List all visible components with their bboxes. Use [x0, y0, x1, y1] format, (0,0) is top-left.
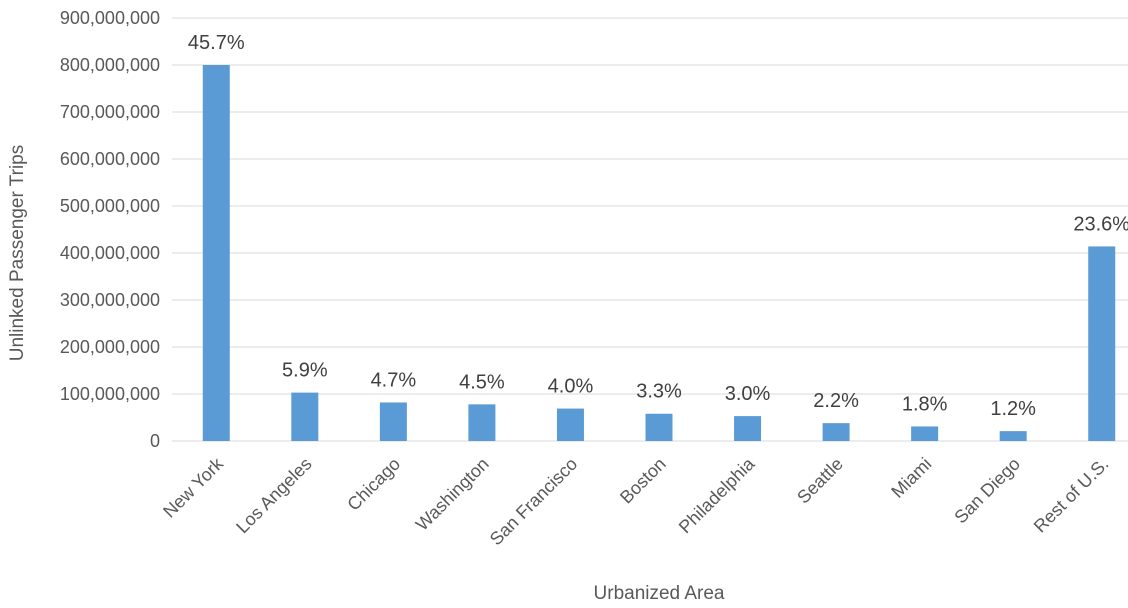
- y-tick-label: 600,000,000: [60, 149, 160, 169]
- bar: [1088, 246, 1116, 441]
- bar: [379, 402, 407, 441]
- data-label: 3.3%: [636, 381, 682, 403]
- data-label: 4.7%: [371, 369, 417, 391]
- bars: [202, 65, 1116, 441]
- x-tick-label: Rest of U.S.: [1030, 454, 1113, 537]
- data-label: 1.2%: [990, 398, 1036, 420]
- x-tick-label: Chicago: [343, 454, 404, 515]
- bar: [822, 423, 850, 441]
- x-tick-label: San Francisco: [486, 454, 582, 550]
- gridlines: [172, 17, 1128, 442]
- y-tick-label: 0: [150, 431, 160, 451]
- bar: [911, 426, 939, 441]
- bar: [202, 65, 230, 441]
- data-labels: 45.7% 5.9% 4.7% 4.5% 4.0% 3.3% 3.0% 2.2% 1.8% 1.2…: [188, 32, 1128, 420]
- x-tick-label: Boston: [616, 454, 670, 508]
- bar: [645, 413, 673, 441]
- x-axis-title: Urbanized Area: [594, 583, 725, 604]
- data-label: 3.0%: [725, 383, 771, 405]
- data-label: 23.6%: [1073, 213, 1128, 235]
- bar: [556, 408, 584, 441]
- y-tick-label: 700,000,000: [60, 102, 160, 122]
- y-tick-label: 400,000,000: [60, 243, 160, 263]
- y-axis-title: Unlinked Passenger Trips: [7, 145, 28, 362]
- y-tick-label: 500,000,000: [60, 196, 160, 216]
- x-axis-tick-labels: New York Los Angeles Chicago WashingtonSan …: [159, 453, 1112, 549]
- x-tick-label: Philadelphia: [675, 453, 759, 537]
- data-label: 2.2%: [813, 390, 859, 412]
- x-tick-label: Miami: [887, 454, 935, 502]
- y-tick-label: 300,000,000: [60, 290, 160, 310]
- bar: [999, 431, 1027, 441]
- bar: [291, 392, 319, 441]
- data-label: 1.8%: [902, 393, 948, 415]
- y-tick-label: 900,000,000: [60, 8, 160, 28]
- data-label: 5.9%: [282, 360, 328, 382]
- x-tick-label: Seattle: [793, 454, 847, 508]
- bar: [468, 404, 496, 441]
- x-tick-label: Washington: [412, 454, 493, 535]
- x-tick-label: Los Angeles: [232, 454, 315, 537]
- data-label: 45.7%: [188, 32, 245, 54]
- y-tick-label: 200,000,000: [60, 337, 160, 357]
- y-tick-label: 100,000,000: [60, 384, 160, 404]
- y-tick-label: 800,000,000: [60, 55, 160, 75]
- x-tick-label: New York: [159, 453, 228, 522]
- data-label: 4.0%: [548, 376, 594, 398]
- y-axis-tick-labels: 0 100,000,000 200,000,000 300,000,000 400,00…: [60, 8, 160, 451]
- x-tick-label: San Diego: [950, 454, 1024, 528]
- data-label: 4.5%: [459, 371, 505, 393]
- bar: [734, 416, 762, 441]
